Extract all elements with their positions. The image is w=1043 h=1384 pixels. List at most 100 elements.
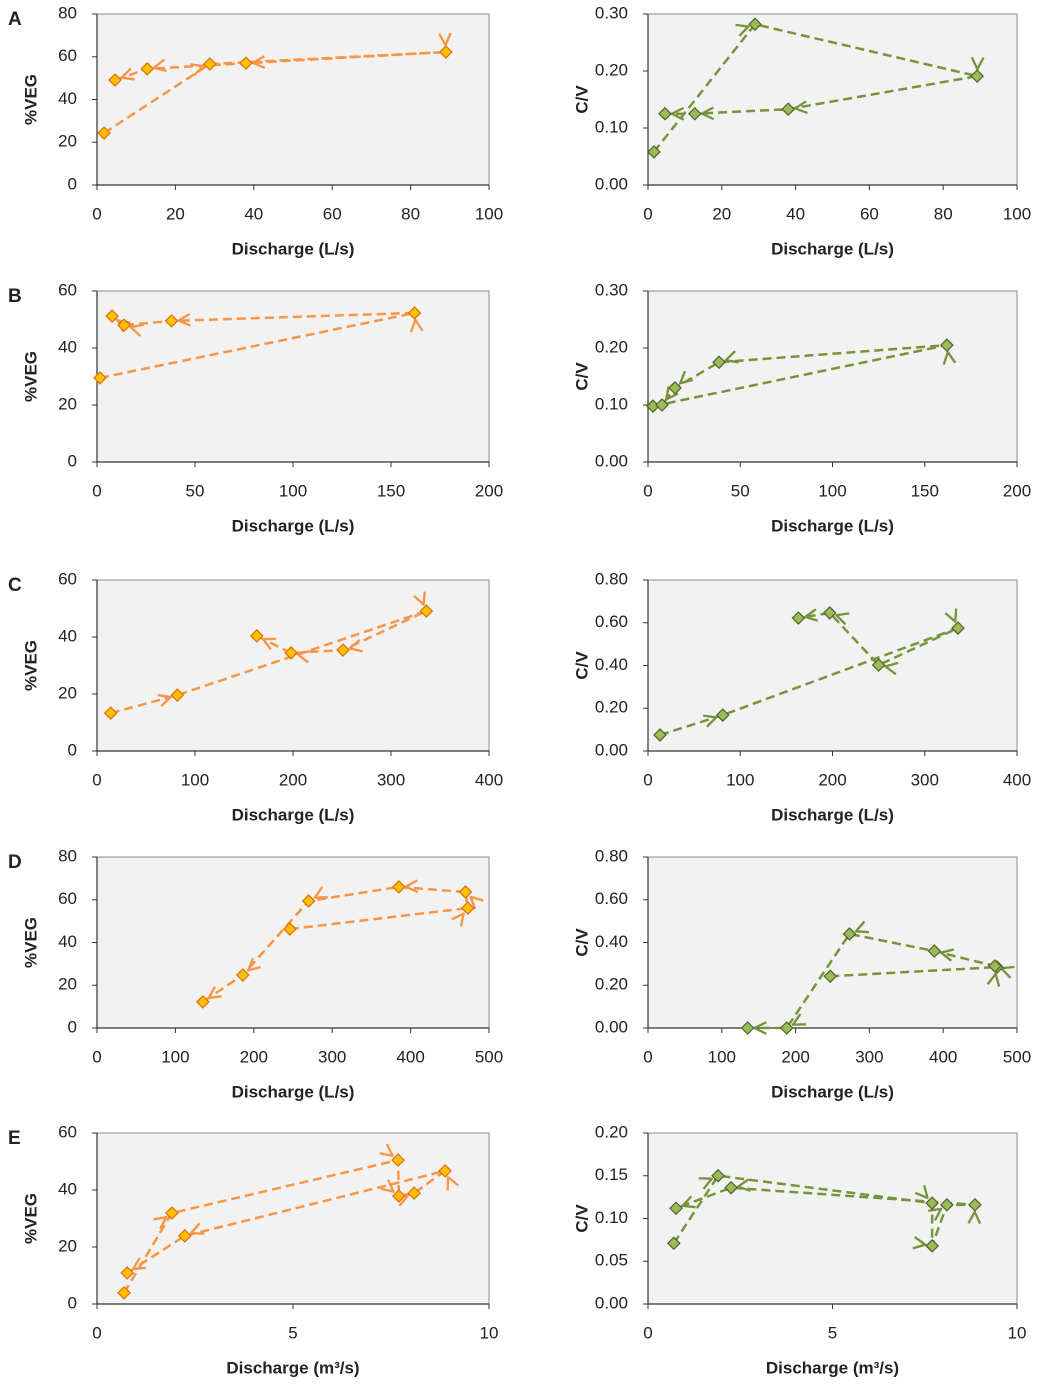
y-tick-label: 0.10 [595, 1208, 628, 1227]
y-tick-label: 0 [68, 740, 77, 759]
y-tick-label: 20 [58, 394, 77, 413]
x-tick-label: 0 [643, 770, 652, 789]
data-point [724, 1180, 738, 1195]
data-point [715, 708, 730, 722]
y-tick-label: 0.40 [595, 932, 628, 951]
panel-label: D [8, 852, 22, 873]
y-tick-label: 0.80 [595, 569, 628, 588]
y-tick-label: 0.20 [595, 337, 628, 356]
data-point [120, 1266, 135, 1280]
y-tick-label: 0.15 [595, 1165, 628, 1184]
y-axis-title: %VEG [21, 917, 40, 968]
plot-area [647, 1132, 1018, 1305]
data-point [740, 1021, 755, 1035]
y-tick-label: 20 [58, 683, 77, 702]
data-point [301, 894, 316, 908]
y-axis-title: C/V [572, 928, 591, 957]
data-point [108, 73, 122, 87]
x-tick-label: 0 [643, 1047, 652, 1066]
x-tick-label: 0 [92, 1047, 101, 1066]
data-point [284, 646, 298, 660]
x-tick-label: 400 [1003, 770, 1031, 789]
y-tick-label: 0.20 [595, 60, 628, 79]
x-tick-label: 200 [818, 770, 846, 789]
y-tick-label: 60 [58, 569, 77, 588]
x-tick-label: 200 [240, 1047, 268, 1066]
x-axis-title: Discharge (L/s) [771, 516, 894, 535]
x-tick-label: 400 [929, 1047, 957, 1066]
data-point [940, 338, 954, 352]
plot-area [647, 579, 1018, 752]
data-point [391, 1189, 406, 1203]
x-tick-label: 200 [1003, 481, 1031, 500]
data-line [110, 611, 427, 715]
x-tick-label: 10 [480, 1323, 499, 1342]
x-tick-label: 300 [855, 1047, 883, 1066]
data-point [927, 944, 942, 958]
x-axis-title: Discharge (L/s) [771, 239, 894, 258]
data-point [712, 355, 726, 370]
x-tick-label: 100 [708, 1047, 736, 1066]
x-tick-label: 50 [731, 481, 750, 500]
x-tick-label: 200 [475, 481, 503, 500]
data-point [688, 106, 702, 121]
data-point [842, 927, 857, 941]
data-line [652, 343, 947, 408]
data-point [140, 62, 155, 76]
data-point [438, 1164, 452, 1178]
panel-label: A [8, 9, 22, 30]
data-point [666, 1236, 681, 1251]
y-tick-label: 80 [58, 3, 77, 22]
x-tick-label: 0 [92, 770, 101, 789]
data-point [407, 1186, 421, 1200]
data-line [672, 1174, 975, 1246]
y-tick-label: 0.00 [595, 1017, 628, 1036]
plot-area [96, 856, 490, 1029]
data-point [823, 969, 838, 984]
y-axis-title: C/V [572, 651, 591, 680]
x-tick-label: 400 [396, 1047, 424, 1066]
x-tick-label: 50 [186, 481, 205, 500]
data-point [103, 706, 118, 720]
y-tick-label: 0.00 [595, 174, 628, 193]
y-tick-label: 0.20 [595, 698, 628, 717]
y-tick-label: 0 [68, 174, 77, 193]
x-tick-label: 60 [860, 204, 879, 223]
data-point [391, 1153, 405, 1167]
panel-label: E [8, 1128, 21, 1149]
y-axis-title: %VEG [21, 1193, 40, 1244]
y-tick-label: 40 [58, 337, 77, 356]
y-tick-label: 0 [68, 1293, 77, 1312]
x-tick-label: 0 [92, 481, 101, 500]
x-tick-label: 40 [786, 204, 805, 223]
y-axis-title: %VEG [21, 74, 40, 125]
y-axis-title: %VEG [21, 640, 40, 691]
x-tick-label: 20 [712, 204, 731, 223]
data-point [93, 371, 107, 385]
data-point [970, 69, 984, 83]
data-point [195, 995, 210, 1009]
y-tick-label: 60 [58, 889, 77, 908]
y-tick-label: 0.30 [595, 280, 628, 299]
y-axis-title: C/V [572, 85, 591, 114]
x-tick-label: 20 [166, 204, 185, 223]
y-tick-label: 0.10 [595, 117, 628, 136]
data-point [117, 1286, 131, 1300]
data-point [669, 1201, 683, 1216]
x-tick-label: 0 [92, 204, 101, 223]
data-point [458, 885, 473, 899]
x-tick-label: 200 [279, 770, 307, 789]
y-tick-label: 0.60 [595, 889, 628, 908]
panel-label: C [8, 575, 22, 596]
x-tick-label: 0 [643, 204, 652, 223]
x-axis-title: Discharge (L/s) [771, 1082, 894, 1101]
x-axis-title: Discharge (L/s) [232, 516, 355, 535]
data-line [122, 1160, 445, 1294]
y-tick-label: 20 [58, 1236, 77, 1255]
y-tick-label: 60 [58, 1122, 77, 1141]
x-tick-label: 80 [401, 204, 420, 223]
y-tick-label: 0.00 [595, 451, 628, 470]
x-tick-label: 60 [323, 204, 342, 223]
y-tick-label: 0.00 [595, 1293, 628, 1312]
y-tick-label: 0.60 [595, 612, 628, 631]
